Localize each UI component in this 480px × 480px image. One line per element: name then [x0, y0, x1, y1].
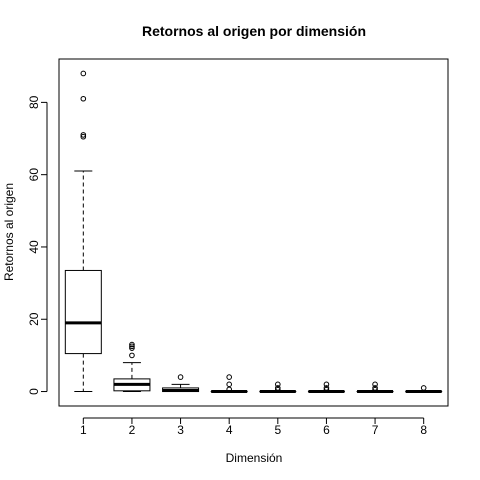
outlier-point: [323, 385, 330, 391]
box-dimension-1: [64, 70, 102, 393]
box-group: [64, 70, 443, 394]
y-tick-label: 80: [27, 95, 41, 109]
outlier-point: [80, 95, 87, 102]
box-dimension-7: [356, 381, 394, 394]
box-dimension-8: [405, 385, 443, 394]
x-tick-label: 3: [177, 423, 184, 437]
outlier-point: [275, 381, 281, 388]
outlier-point: [129, 352, 135, 359]
x-tick-label: 8: [420, 423, 427, 437]
box-iqr: [64, 269, 102, 355]
outlier-point: [80, 70, 87, 77]
outlier-point: [275, 385, 281, 391]
x-tick-label: 4: [226, 423, 233, 437]
box-dimension-3: [162, 374, 200, 393]
outlier-point: [372, 381, 378, 388]
outlier-point: [226, 374, 232, 380]
x-tick-label: 5: [274, 423, 281, 437]
x-tick-label: 2: [129, 423, 136, 437]
outlier-point: [372, 385, 378, 391]
box-dimension-5: [259, 381, 297, 394]
y-axis: 0 20 40 60 80: [27, 95, 48, 395]
box-dimension-4: [210, 374, 248, 394]
outlier-point: [129, 341, 135, 348]
outlier-point: [323, 381, 330, 388]
x-tick-label: 7: [372, 423, 379, 437]
x-axis-label: Dimensión: [226, 451, 283, 465]
chart-title: Retornos al origen por dimensión: [142, 23, 366, 39]
outlier-point: [129, 345, 135, 351]
outlier-point: [275, 386, 281, 393]
x-axis: 1 2 3 4 5 6 7 8: [80, 417, 427, 437]
plot-frame: [58, 58, 449, 407]
y-tick-label: 0: [27, 388, 41, 395]
outlier-point: [129, 343, 135, 350]
outlier-point: [177, 374, 184, 380]
outlier-point: [80, 133, 87, 140]
y-tick-label: 20: [27, 312, 41, 326]
y-tick-label: 60: [27, 168, 41, 182]
box-dimension-6: [307, 381, 345, 394]
y-axis-label: Retornos al origen: [2, 183, 16, 281]
outlier-point: [323, 386, 330, 393]
x-tick-label: 1: [80, 423, 87, 437]
outlier-point: [420, 385, 427, 391]
outlier-point: [80, 132, 87, 138]
y-tick-label: 40: [27, 240, 41, 254]
outlier-point: [372, 386, 378, 393]
box-dimension-2: [113, 341, 151, 393]
outlier-point: [226, 381, 232, 388]
x-tick-label: 6: [323, 423, 330, 437]
